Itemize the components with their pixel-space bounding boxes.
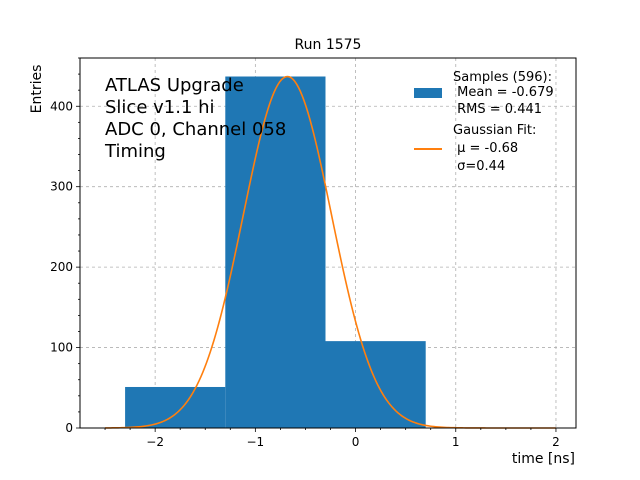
annotation-line: ADC 0, Channel 058 [105, 119, 286, 140]
y-tick-label: 200 [50, 260, 73, 274]
histogram-bar [325, 341, 426, 428]
legend-fit-label: Gaussian Fit: [453, 123, 536, 138]
legend-histogram-swatch [414, 88, 442, 98]
y-tick-label: 400 [50, 99, 73, 113]
histogram-bar [125, 386, 226, 428]
legend-fit-label: σ=0.44 [453, 159, 505, 174]
x-tick-label: −1 [247, 435, 265, 449]
x-axis-label: time [ns] [512, 451, 575, 467]
legend: Samples (596): Mean = -0.679 RMS = 0.441… [414, 70, 554, 174]
annotation-line: Slice v1.1 hi [105, 97, 215, 118]
x-tick-label: 2 [552, 435, 560, 449]
histogram-bars [125, 76, 426, 428]
legend-fit-label: μ = -0.68 [453, 141, 518, 156]
chart-title: Run 1575 [295, 37, 362, 53]
annotation-line: Timing [104, 141, 166, 162]
annotation-line: ATLAS Upgrade [105, 75, 244, 96]
y-tick-label: 100 [50, 341, 73, 355]
x-tick-label: −2 [146, 435, 164, 449]
y-tick-label: 0 [65, 421, 73, 435]
legend-histogram-label: Mean = -0.679 [453, 85, 554, 100]
x-tick-label: 0 [352, 435, 360, 449]
plot-frame [79, 57, 577, 429]
y-tick-label: 300 [50, 180, 73, 194]
x-tick-label: 1 [452, 435, 460, 449]
y-axis-label: Entries [29, 65, 45, 114]
histogram-bar [225, 76, 326, 428]
y-axis-ticks: 0 100 200 300 400 [50, 57, 80, 435]
legend-histogram-label: Samples (596): [453, 70, 552, 85]
annotation-text: ATLAS Upgrade Slice v1.1 hi ADC 0, Chann… [104, 75, 286, 162]
x-axis-ticks: −2 −1 0 1 2 [104, 428, 560, 449]
legend-histogram-label: RMS = 0.441 [453, 102, 542, 117]
